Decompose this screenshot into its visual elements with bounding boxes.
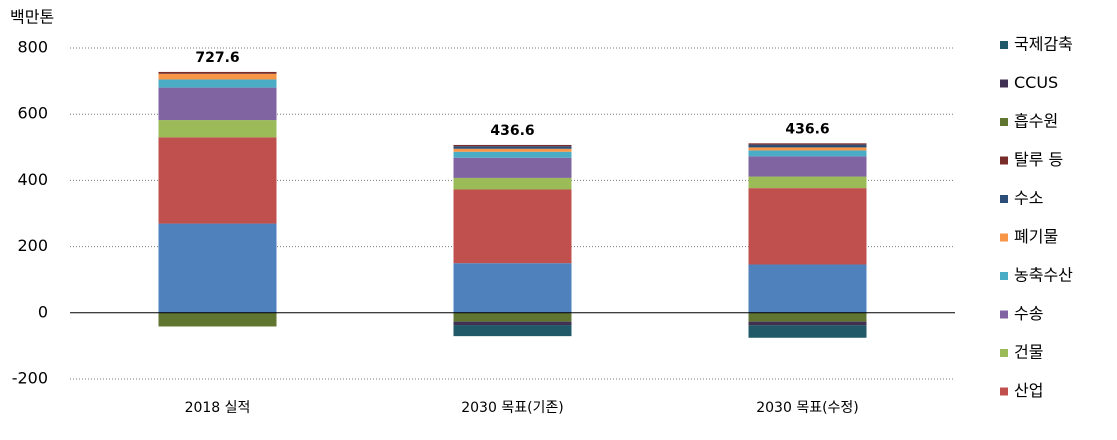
legend-label: 산업 — [1014, 381, 1043, 400]
bar-segment — [453, 312, 572, 322]
bar-segment — [158, 137, 277, 224]
y-tick-label: 0 — [38, 302, 48, 321]
legend-swatch — [1000, 156, 1008, 165]
y-axis-unit: 백만톤 — [10, 8, 54, 27]
legend-swatch — [1000, 233, 1008, 242]
legend-swatch — [1000, 41, 1008, 49]
y-tick-label: 400 — [17, 170, 48, 189]
bar-segment — [748, 150, 867, 157]
total-label: 436.6 — [785, 121, 829, 137]
y-tick-label: 600 — [17, 104, 48, 123]
bar-segment — [453, 157, 572, 178]
bar-segment — [748, 147, 867, 151]
legend-swatch — [1000, 118, 1008, 126]
legend-swatch — [1000, 310, 1008, 319]
legend-swatch — [1000, 195, 1008, 203]
bar-segment — [453, 325, 572, 337]
bar-segment — [158, 87, 277, 121]
total-label: 727.6 — [195, 50, 239, 66]
legend-label: 농축수산 — [1014, 266, 1073, 285]
bar-segment — [158, 120, 277, 138]
bar-segment — [453, 151, 572, 158]
legend-label: 수소 — [1014, 189, 1043, 208]
legend-swatch — [1000, 349, 1008, 357]
bar-segment — [748, 321, 867, 326]
x-tick-label: 2030 목표(수정) — [756, 400, 859, 416]
bar-segment — [453, 263, 572, 313]
bar-segment — [453, 144, 572, 147]
bar-segment — [453, 148, 572, 152]
legend-label: 수송 — [1014, 304, 1043, 323]
legend-label: 흡수원 — [1014, 112, 1058, 131]
bar-segment — [453, 321, 572, 326]
bar-segment — [158, 71, 277, 74]
legend-label: 탈루 등 — [1014, 150, 1063, 169]
bar-segment — [453, 146, 572, 149]
y-tick-label: 800 — [17, 38, 48, 57]
y-tick-label: -200 — [12, 369, 48, 388]
bar-segment — [748, 156, 867, 177]
bar-segment — [158, 73, 277, 80]
bar-segment — [748, 264, 867, 313]
legend-swatch — [1000, 387, 1008, 396]
legend-swatch — [1000, 79, 1008, 88]
bar-segment — [158, 79, 277, 88]
y-tick-label: 200 — [17, 236, 48, 255]
bar-segment — [748, 312, 867, 322]
legend-label: 폐기물 — [1014, 227, 1058, 246]
legend-label: CCUS — [1014, 73, 1058, 92]
legend-label: 건물 — [1014, 343, 1043, 362]
legend-label: 국제감축 — [1014, 35, 1073, 54]
x-tick-label: 2018 실적 — [185, 400, 251, 416]
bar-segment — [748, 325, 867, 338]
total-label: 436.6 — [490, 123, 534, 139]
bar-segment — [748, 143, 867, 145]
bar-segment — [748, 144, 867, 148]
legend-swatch — [1000, 272, 1008, 280]
bar-segment — [158, 312, 277, 327]
bar-segment — [158, 223, 277, 313]
bar-segment — [748, 176, 867, 189]
bar-segment — [748, 188, 867, 265]
x-tick-label: 2030 목표(기존) — [461, 400, 564, 416]
bar-segment — [453, 177, 572, 190]
bar-segment — [453, 189, 572, 264]
